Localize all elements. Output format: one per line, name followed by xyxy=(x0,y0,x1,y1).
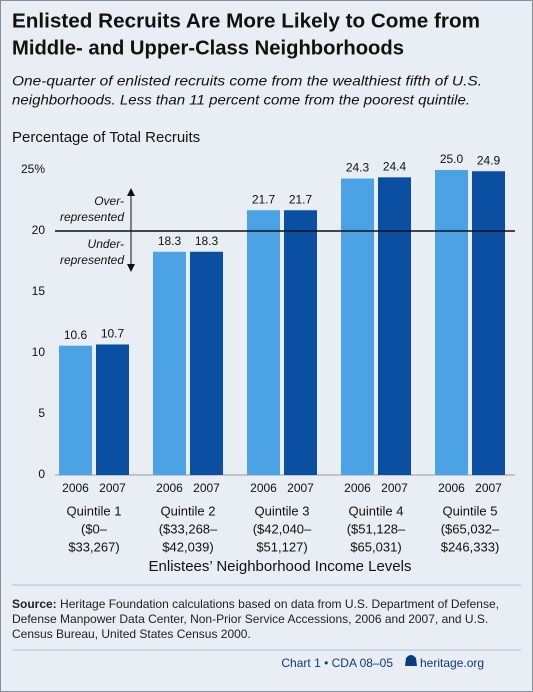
source: Source: Heritage Foundation calculations… xyxy=(12,597,517,642)
series-label: 2007 xyxy=(193,481,220,495)
value-label: 10.7 xyxy=(101,327,125,341)
x-tick-label: Quintile 3 xyxy=(255,503,310,518)
value-label: 10.6 xyxy=(64,328,88,342)
x-tick-label: Quintile 1 xyxy=(67,503,122,518)
series-label: 2006 xyxy=(156,481,183,495)
series-label: 2007 xyxy=(381,481,408,495)
value-label: 25.0 xyxy=(440,152,464,166)
value-label: 24.4 xyxy=(383,159,407,173)
bar xyxy=(190,251,223,475)
subtitle-line: neighborhoods. Less than 11 percent come… xyxy=(12,92,470,108)
series-label: 2007 xyxy=(475,481,502,495)
category-range: ($33,268– xyxy=(159,521,218,536)
footer-site: heritage.org xyxy=(420,656,484,670)
bar xyxy=(59,345,92,475)
value-label: 21.7 xyxy=(289,192,313,206)
bar xyxy=(153,251,186,475)
value-label: 18.3 xyxy=(195,234,219,248)
source-label: Source: xyxy=(12,597,57,611)
value-label: 24.3 xyxy=(346,161,370,175)
category-range: ($0– xyxy=(81,521,108,536)
x-tick-label: Quintile 4 xyxy=(349,503,404,518)
category-range: $42,039) xyxy=(162,539,213,554)
series-label: 2006 xyxy=(62,481,89,495)
y-tick-label: 15 xyxy=(32,284,46,298)
y-tick-label: 0 xyxy=(38,467,45,481)
title-line: Enlisted Recruits Are More Likely to Com… xyxy=(12,10,480,32)
y-axis-title: Percentage of Total Recruits xyxy=(12,129,200,146)
value-label: 21.7 xyxy=(252,192,276,206)
bar xyxy=(284,210,317,475)
annotation: Under- xyxy=(88,237,124,251)
bar xyxy=(341,178,374,476)
y-tick-label: 10 xyxy=(32,345,46,359)
series-label: 2007 xyxy=(287,481,314,495)
y-tick-label: 5 xyxy=(38,406,45,420)
source-text: Heritage Foundation calculations based o… xyxy=(12,597,499,641)
bar xyxy=(247,210,280,475)
subtitle-line: One-quarter of enlisted recruits come fr… xyxy=(12,73,482,89)
y-tick-label: 20 xyxy=(32,223,46,237)
y-tick-label: 25% xyxy=(21,162,45,176)
category-range: $246,333) xyxy=(441,539,500,554)
bar xyxy=(435,170,468,475)
category-range: ($42,040– xyxy=(253,521,312,536)
annotation: Over- xyxy=(94,194,124,208)
series-label: 2006 xyxy=(344,481,371,495)
series-label: 2007 xyxy=(99,481,126,495)
annotation: represented xyxy=(60,210,124,224)
value-label: 24.9 xyxy=(477,153,501,167)
bar xyxy=(378,177,411,475)
series-label: 2006 xyxy=(438,481,465,495)
category-range: $33,267) xyxy=(68,539,119,554)
category-range: ($51,128– xyxy=(347,521,406,536)
footer-chart-id: Chart 1 • CDA 08–05 xyxy=(281,656,393,670)
annotation: represented xyxy=(60,253,124,267)
bell-icon xyxy=(405,655,417,666)
category-range: $51,127) xyxy=(256,539,307,554)
title-line: Middle- and Upper-Class Neighborhoods xyxy=(12,37,404,59)
x-tick-label: Quintile 5 xyxy=(443,503,498,518)
bar xyxy=(472,171,505,475)
x-tick-label: Quintile 2 xyxy=(161,503,216,518)
value-label: 18.3 xyxy=(158,234,182,248)
series-label: 2006 xyxy=(250,481,277,495)
category-range: $65,031) xyxy=(350,539,401,554)
bar xyxy=(96,344,129,475)
category-range: ($65,032– xyxy=(441,521,500,536)
x-axis-title: Enlistees’ Neighborhood Income Levels xyxy=(149,558,412,575)
